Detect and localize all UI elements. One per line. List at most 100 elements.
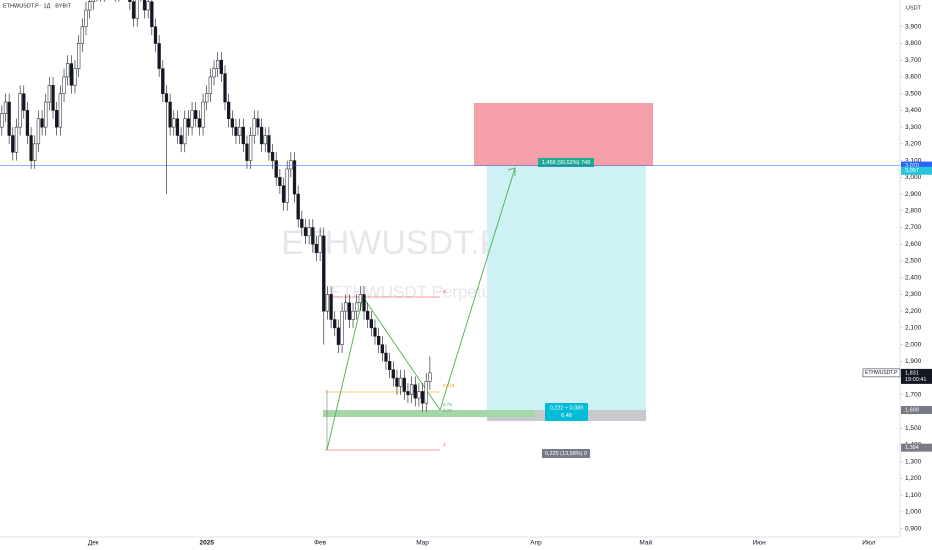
countdown: 19:00:41 [905, 377, 926, 383]
symbol-tag: ETHWUSDT.P [865, 370, 898, 376]
candle-body [77, 43, 81, 69]
candle-body [183, 118, 187, 145]
candle-body [259, 126, 264, 145]
candle-body [329, 294, 333, 320]
candle-body [387, 361, 392, 370]
x-tick-label: Май [639, 539, 652, 547]
price-label-bg [901, 406, 932, 415]
fib-label: 0,79 [443, 408, 452, 413]
candle-body [336, 327, 341, 345]
candle-body [362, 294, 366, 312]
candle-body [18, 93, 22, 128]
price-label: 3,057 [905, 168, 919, 174]
candle-body [29, 135, 33, 161]
x-tick-label: Мар [416, 540, 429, 547]
x-tick-label: Фев [314, 540, 327, 547]
candle-body [58, 93, 63, 128]
candle-body [11, 135, 15, 153]
candle-body [237, 126, 242, 136]
x-tick-label: Июн [753, 540, 767, 547]
candle-body [270, 151, 275, 161]
candle-body [424, 381, 428, 404]
candle-body [197, 118, 202, 128]
y-tick-label: 1,000 [905, 509, 922, 516]
candle-body [395, 377, 399, 387]
fib-label: 0 [443, 289, 446, 294]
candle-body [377, 336, 381, 345]
candle-body [420, 391, 425, 404]
candle-body [252, 118, 256, 136]
candle-body [333, 319, 337, 329]
y-tick-label: 2,100 [905, 325, 922, 332]
candle-body [69, 63, 73, 86]
candle-body [172, 118, 176, 128]
x-tick-label: Дек [88, 540, 99, 547]
axis-unit: USDT [906, 5, 922, 11]
target-label: 1,458 (90,62%) 748 [542, 160, 590, 166]
candle-body [256, 118, 260, 128]
entry-zone [323, 410, 535, 417]
candle-body [190, 110, 194, 128]
candle-body [131, 1, 136, 19]
candle-body [47, 85, 52, 103]
candle-body [344, 302, 348, 312]
candle-body [351, 310, 355, 320]
candle-body [84, 9, 88, 28]
y-tick-label: 2,200 [905, 308, 922, 315]
candle-body [223, 73, 227, 103]
candle-body [278, 177, 282, 186]
chart-title: ETHWUSDT.P · 1Д · BYBIT [3, 3, 72, 9]
candle-body [402, 377, 406, 392]
candle-body [281, 185, 286, 203]
candle-body [263, 135, 267, 145]
candle-body [296, 193, 300, 220]
candle-body [325, 294, 330, 312]
y-tick-label: 2,600 [905, 241, 922, 248]
candle-body [36, 118, 41, 145]
candle-body [194, 110, 198, 120]
y-tick-label: 3,400 [905, 107, 922, 114]
fib-label: 1 [443, 442, 446, 447]
candle-body [14, 126, 19, 153]
candle-body [380, 344, 384, 354]
candle-body [234, 126, 238, 136]
candle-body [186, 118, 191, 128]
y-tick-label: 3,300 [905, 124, 922, 131]
pattern-line [326, 167, 516, 451]
candle-body [311, 227, 315, 245]
candle-body [179, 135, 183, 145]
candle-body [307, 227, 311, 237]
x-tick-label: Июл [862, 540, 875, 547]
candle-body [413, 384, 417, 399]
candle-body [285, 168, 289, 203]
y-tick-label: 0,900 [905, 525, 922, 532]
y-tick-label: 2,000 [905, 341, 922, 348]
ratio-value: 6,48 [561, 413, 572, 419]
price-label: 1,609 [905, 407, 919, 413]
candle-body [135, 0, 139, 19]
y-tick-label: 2,900 [905, 191, 922, 198]
candle-body [322, 235, 326, 312]
y-tick-label: 1,100 [905, 492, 922, 499]
candle-body [62, 76, 66, 94]
y-tick-label: 1,900 [905, 358, 922, 365]
candle-body [409, 384, 414, 396]
candle-body [292, 160, 297, 195]
target-zone [474, 103, 653, 166]
symbol-tag-bg [862, 368, 901, 378]
price-label-bg [901, 443, 932, 452]
y-tick-label: 3,100 [905, 157, 922, 164]
price-label-bg [901, 166, 932, 175]
candle-body [373, 327, 377, 337]
candle-body [153, 26, 158, 44]
fib-label: 0,75 [443, 402, 452, 407]
candle-body [314, 243, 319, 253]
price-label: 1,384 [905, 445, 919, 451]
candle-body [398, 377, 403, 387]
candle-body [219, 59, 223, 74]
candle-body [3, 101, 8, 115]
candle-body [33, 143, 37, 161]
candle-body [216, 59, 220, 69]
